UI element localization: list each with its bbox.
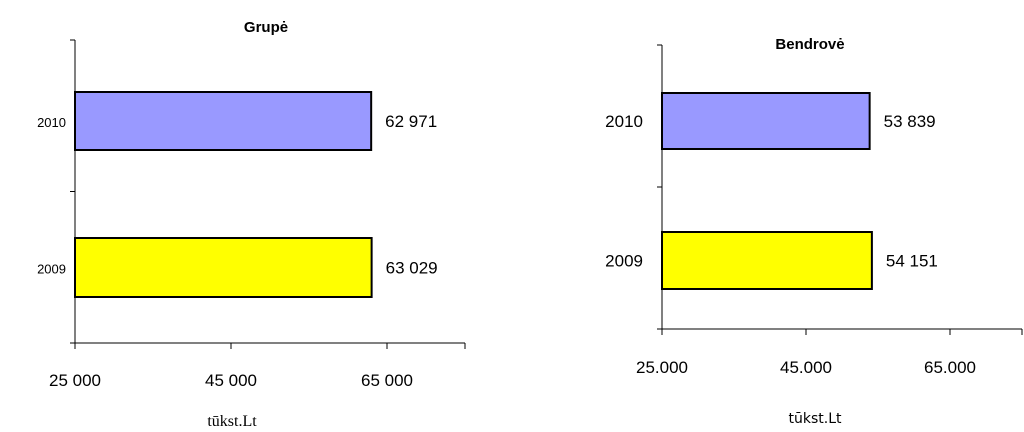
bar-2010: [661, 92, 871, 150]
x-tick-label: 25 000: [49, 371, 101, 390]
chart-grupe: Grupė tūkst.Lt 25 000 45 000 65 000 2010 62 …: [37, 19, 466, 430]
chart-title: Grupė: [244, 19, 288, 36]
x-axis-label: tūkst.Lt: [207, 413, 257, 430]
category-label: 2010: [37, 115, 66, 130]
category-label: 2009: [37, 262, 66, 277]
data-label: 54 151: [886, 252, 938, 271]
data-label: 53 839: [884, 112, 936, 131]
data-label: 63 029: [386, 259, 438, 278]
x-tick-label: 65 000: [361, 371, 413, 390]
x-tick-label: 65.000: [924, 358, 976, 377]
chart-title: Bendrovė: [775, 36, 844, 53]
bar-2009: [661, 231, 873, 290]
data-label: 62 971: [385, 112, 437, 131]
x-axis-label: tūkst.Lt: [789, 411, 843, 427]
bar-2009: [74, 237, 373, 298]
x-tick-label: 25.000: [636, 358, 688, 377]
chart-bendrove: Bendrovė tūkst.Lt 25.000 45.000 65.000 2010…: [605, 36, 1023, 427]
category-label: 2009: [605, 252, 643, 271]
x-tick-label: 45.000: [780, 358, 832, 377]
bar-2010: [74, 91, 373, 151]
category-label: 2010: [605, 112, 643, 131]
x-tick-label: 45 000: [205, 371, 257, 390]
